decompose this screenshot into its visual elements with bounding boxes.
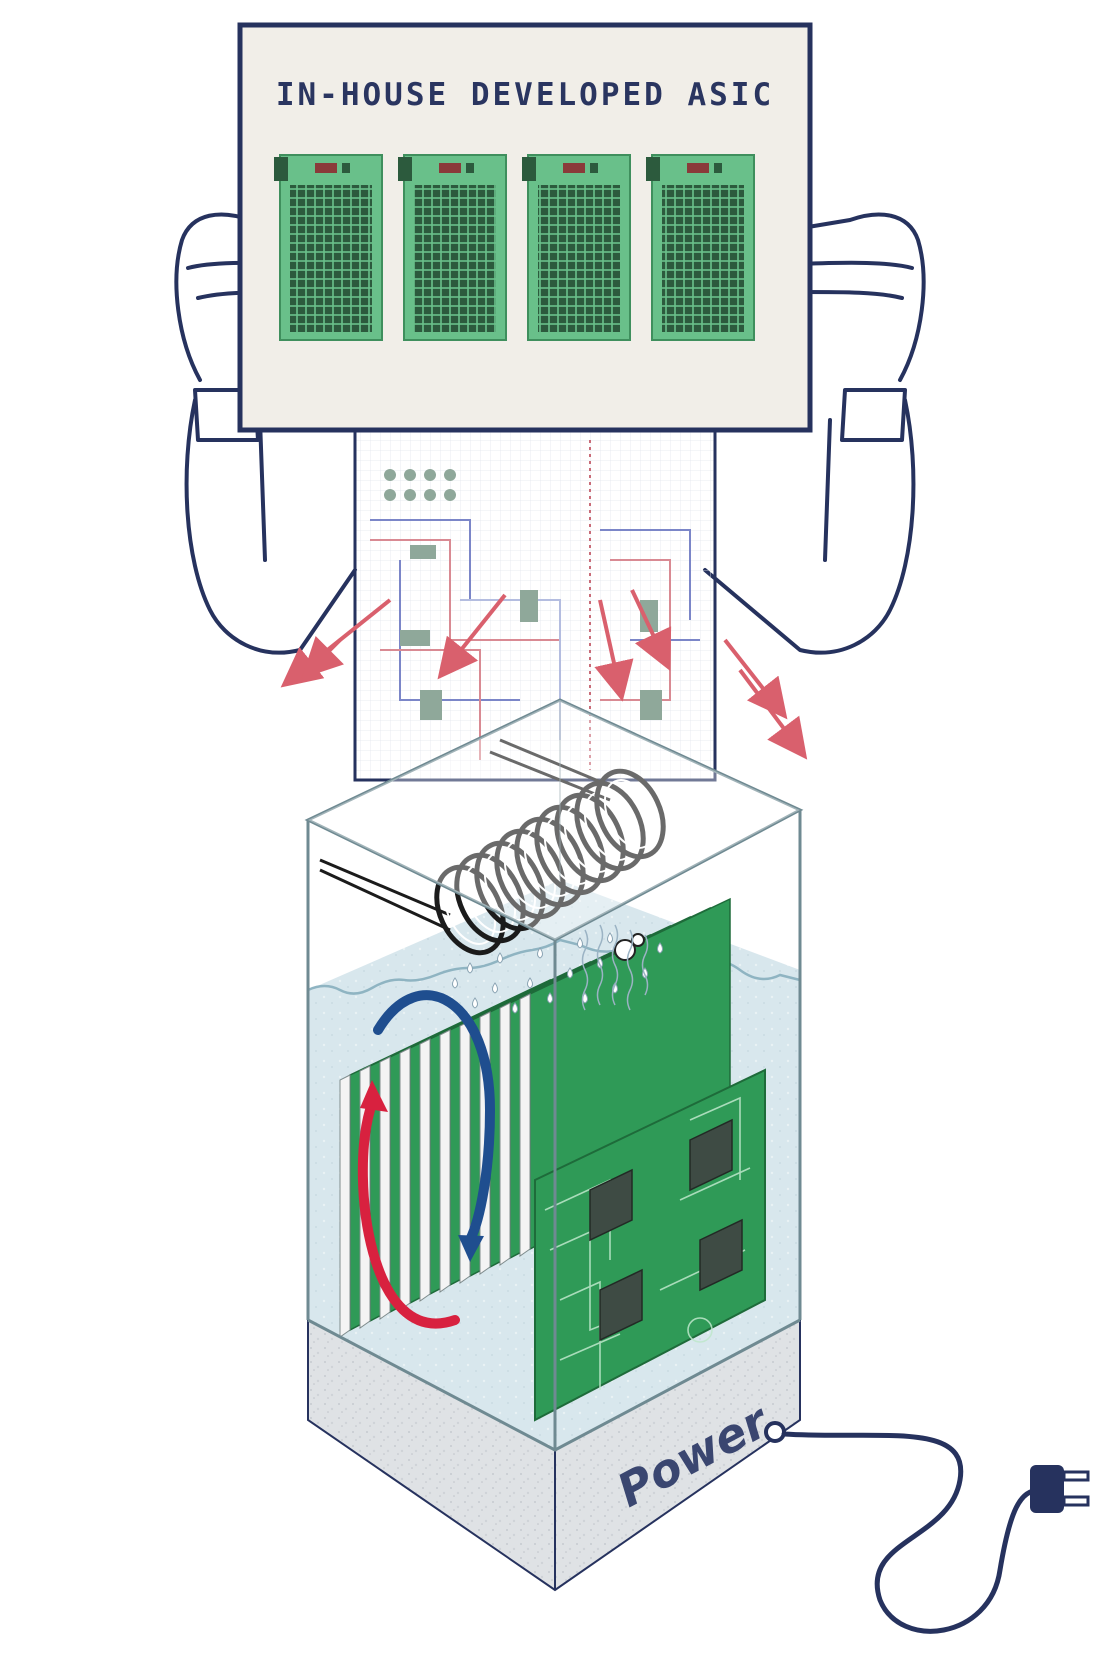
power-cord <box>764 1421 1090 1634</box>
pcb-torso <box>353 428 717 782</box>
right-arm-inner <box>823 418 832 562</box>
drop-icon <box>467 962 473 974</box>
asic-chip <box>699 1218 743 1292</box>
asic-board <box>646 154 755 341</box>
drop-icon <box>537 947 543 959</box>
asic-chips <box>589 1118 743 1342</box>
drop-icon <box>497 952 503 964</box>
asic-sign: IN-HOUSE DEVELOPED ASIC <box>237 22 813 433</box>
asic-chip <box>689 1118 733 1192</box>
drop-icon <box>452 977 458 989</box>
drop-icon <box>512 1002 518 1014</box>
immersion-tank: Power <box>304 698 1090 1634</box>
heat-arrow-icon <box>723 638 788 720</box>
person-figure <box>174 212 926 655</box>
right-finger-1 <box>800 260 914 270</box>
asic-board <box>274 154 383 341</box>
drop-icon <box>472 997 478 1009</box>
drop-icon <box>547 992 553 1004</box>
right-arm-outline <box>703 398 916 655</box>
left-hand <box>174 212 300 382</box>
asic-board <box>398 154 507 341</box>
coil-icon <box>319 738 666 956</box>
drop-icon <box>492 982 498 994</box>
vapor-lines <box>581 924 649 1011</box>
asic-boards <box>274 154 755 341</box>
heat-arrow-icon <box>738 668 808 760</box>
right-finger-2 <box>800 290 904 300</box>
left-arm-outline <box>184 398 357 655</box>
heat-arrow-icon <box>594 599 634 702</box>
right-sleeve <box>840 388 907 442</box>
drop-icon <box>607 932 613 944</box>
asic-chip <box>589 1168 633 1242</box>
drop-icon <box>657 942 663 954</box>
right-hand <box>800 212 926 382</box>
drop-icon <box>577 937 583 949</box>
heat-arrows <box>280 589 808 760</box>
condensate-drops <box>452 932 663 1014</box>
asic-board <box>522 154 631 341</box>
left-sleeve <box>193 388 260 442</box>
drop-icon <box>527 977 533 989</box>
front-pcb <box>534 1068 766 1422</box>
left-arm-inner <box>258 418 267 562</box>
asic-chip <box>599 1268 643 1342</box>
heat-arrow-icon <box>630 589 672 671</box>
circulation-arrow-icon <box>357 990 496 1329</box>
heat-arrow-icon <box>301 636 344 679</box>
heat-arrow-icon <box>437 593 507 680</box>
drop-icon <box>567 967 573 979</box>
sign-title: IN-HOUSE DEVELOPED ASIC <box>276 77 774 113</box>
glass-tank-edges <box>304 698 804 1452</box>
plug-icon <box>1030 1465 1090 1513</box>
